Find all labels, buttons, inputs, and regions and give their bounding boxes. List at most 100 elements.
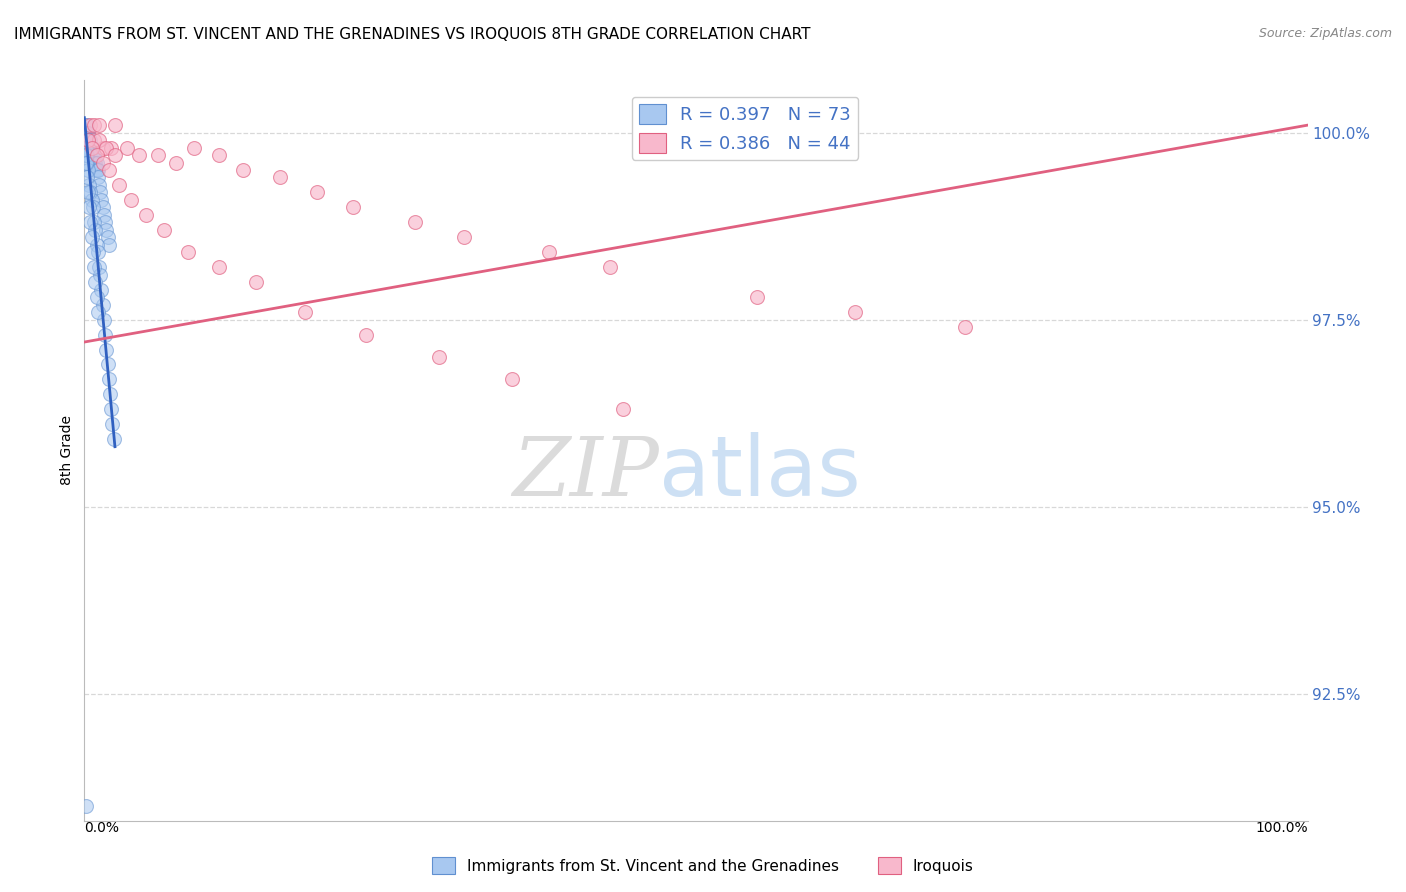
Point bbox=[80, 140, 103, 154]
Point bbox=[294, 305, 316, 319]
Point bbox=[87, 305, 110, 319]
Point bbox=[354, 327, 377, 342]
Point bbox=[98, 387, 121, 401]
Point bbox=[89, 268, 111, 282]
Point bbox=[75, 126, 97, 140]
Point bbox=[80, 230, 103, 244]
Legend: Immigrants from St. Vincent and the Grenadines, Iroquois: Immigrants from St. Vincent and the Gren… bbox=[426, 851, 980, 880]
Point bbox=[75, 140, 97, 154]
Point bbox=[104, 118, 127, 132]
Point bbox=[599, 260, 621, 275]
Point bbox=[93, 208, 115, 222]
Point bbox=[83, 260, 105, 275]
Point bbox=[75, 798, 97, 813]
Point bbox=[86, 155, 108, 169]
Text: atlas: atlas bbox=[659, 432, 860, 513]
Point bbox=[115, 140, 138, 154]
Point bbox=[82, 140, 104, 154]
Point bbox=[80, 140, 103, 154]
Point bbox=[177, 245, 200, 260]
Point bbox=[100, 402, 122, 417]
Point bbox=[612, 402, 634, 417]
Point bbox=[84, 275, 107, 289]
Point bbox=[146, 148, 169, 162]
Point bbox=[75, 148, 97, 162]
Point bbox=[77, 163, 100, 178]
Point bbox=[87, 133, 110, 147]
Point bbox=[208, 148, 231, 162]
Point bbox=[76, 126, 98, 140]
Point bbox=[80, 193, 103, 207]
Point bbox=[86, 290, 108, 304]
Point bbox=[245, 275, 267, 289]
Point bbox=[747, 290, 769, 304]
Text: 0.0%: 0.0% bbox=[84, 821, 120, 835]
Point bbox=[96, 140, 118, 154]
Point bbox=[89, 186, 111, 200]
Text: ZIP: ZIP bbox=[512, 433, 659, 513]
Point bbox=[120, 193, 142, 207]
Point bbox=[103, 432, 125, 446]
Point bbox=[135, 208, 157, 222]
Point bbox=[87, 260, 110, 275]
Point bbox=[75, 133, 97, 147]
Point bbox=[165, 155, 187, 169]
Point bbox=[79, 215, 101, 229]
Point bbox=[76, 133, 98, 147]
Point bbox=[83, 215, 105, 229]
Point bbox=[844, 305, 866, 319]
Point bbox=[91, 155, 114, 169]
Point bbox=[87, 245, 110, 260]
Point bbox=[93, 312, 115, 326]
Point bbox=[87, 163, 110, 178]
Point bbox=[153, 223, 176, 237]
Point bbox=[94, 215, 117, 229]
Point bbox=[404, 215, 426, 229]
Point bbox=[97, 358, 120, 372]
Point bbox=[97, 372, 120, 386]
Point bbox=[75, 155, 97, 169]
Point bbox=[453, 230, 475, 244]
Text: Source: ZipAtlas.com: Source: ZipAtlas.com bbox=[1258, 27, 1392, 40]
Point bbox=[82, 201, 104, 215]
Point bbox=[97, 230, 120, 244]
Point bbox=[84, 155, 107, 169]
Point bbox=[91, 201, 114, 215]
Point bbox=[77, 126, 100, 140]
Point bbox=[90, 283, 112, 297]
Point bbox=[84, 223, 107, 237]
Point bbox=[87, 170, 110, 185]
Point bbox=[100, 140, 122, 154]
Point bbox=[84, 163, 107, 178]
Point bbox=[953, 320, 976, 334]
Point bbox=[79, 186, 101, 200]
Point bbox=[96, 223, 118, 237]
Point bbox=[86, 163, 108, 178]
Point bbox=[80, 148, 103, 162]
Point bbox=[79, 140, 101, 154]
Point bbox=[97, 163, 120, 178]
Point bbox=[538, 245, 561, 260]
Point bbox=[77, 201, 100, 215]
Point bbox=[76, 155, 98, 169]
Point bbox=[79, 133, 101, 147]
Point bbox=[87, 118, 110, 132]
Point bbox=[87, 178, 110, 192]
Point bbox=[79, 148, 101, 162]
Point bbox=[79, 118, 101, 132]
Point bbox=[83, 118, 105, 132]
Point bbox=[77, 133, 100, 147]
Point bbox=[502, 372, 524, 386]
Point bbox=[86, 148, 108, 162]
Y-axis label: 8th Grade: 8th Grade bbox=[60, 416, 75, 485]
Point bbox=[77, 140, 100, 154]
Point bbox=[269, 170, 291, 185]
Point bbox=[77, 140, 100, 154]
Point bbox=[75, 118, 97, 132]
Point bbox=[101, 417, 124, 432]
Legend: R = 0.397   N = 73, R = 0.386   N = 44: R = 0.397 N = 73, R = 0.386 N = 44 bbox=[631, 96, 858, 160]
Point bbox=[104, 148, 127, 162]
Point bbox=[91, 298, 114, 312]
Point bbox=[76, 118, 98, 132]
Point bbox=[77, 133, 100, 147]
